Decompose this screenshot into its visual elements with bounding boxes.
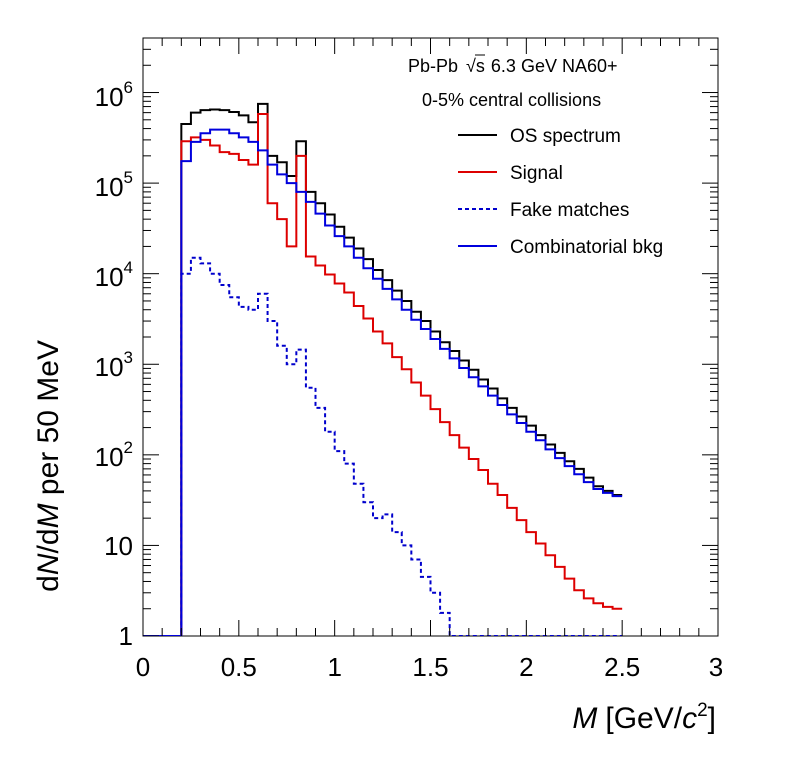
y-tick-label: 10 xyxy=(104,531,133,561)
legend-label-fake-matches: Fake matches xyxy=(510,200,629,221)
legend: OS spectrum Signal Fake matches Combinat… xyxy=(458,126,663,258)
y-axis-title: dN/dM per 50 MeV xyxy=(32,340,65,592)
x-tick-label: 1 xyxy=(327,652,341,682)
x-tick-label: 2.5 xyxy=(604,652,640,682)
y-tick-label: 104 xyxy=(95,258,133,292)
x-axis-title: M [GeV/c2] xyxy=(572,700,716,735)
tick-layer xyxy=(142,37,719,637)
legend-label-combinatorial-bkg: Combinatorial bkg xyxy=(510,237,663,258)
y-tick-label: 1 xyxy=(119,621,133,651)
x-tick-label: 0.5 xyxy=(221,652,257,682)
x-tick-labels: 0 0.5 1 1.5 2 2.5 3 xyxy=(136,652,723,682)
header-line-2: 0-5% central collisions xyxy=(422,90,601,110)
series-line-combinatorial-bkg xyxy=(143,128,623,636)
x-tick-label: 1.5 xyxy=(412,652,448,682)
y-tick-label: 105 xyxy=(95,168,133,202)
y-tick-label: 103 xyxy=(95,348,133,382)
legend-label-os-spectrum: OS spectrum xyxy=(510,126,621,147)
header-line-1: Pb-Pb √s 6.3 GeV NA60+ xyxy=(408,56,618,76)
series-line-fake-matches xyxy=(143,256,623,636)
x-tick-label: 2 xyxy=(519,652,533,682)
y-tick-label: 102 xyxy=(95,438,133,472)
y-tick-labels: 1 10 102 103 104 105 106 xyxy=(95,78,133,651)
x-tick-label: 0 xyxy=(136,652,150,682)
y-tick-label: 106 xyxy=(95,78,133,112)
series-line-signal xyxy=(143,112,623,636)
series-line-os-spectrum xyxy=(143,102,623,636)
x-tick-label: 3 xyxy=(709,652,723,682)
legend-label-signal: Signal xyxy=(510,163,563,184)
series-layer xyxy=(143,102,623,636)
